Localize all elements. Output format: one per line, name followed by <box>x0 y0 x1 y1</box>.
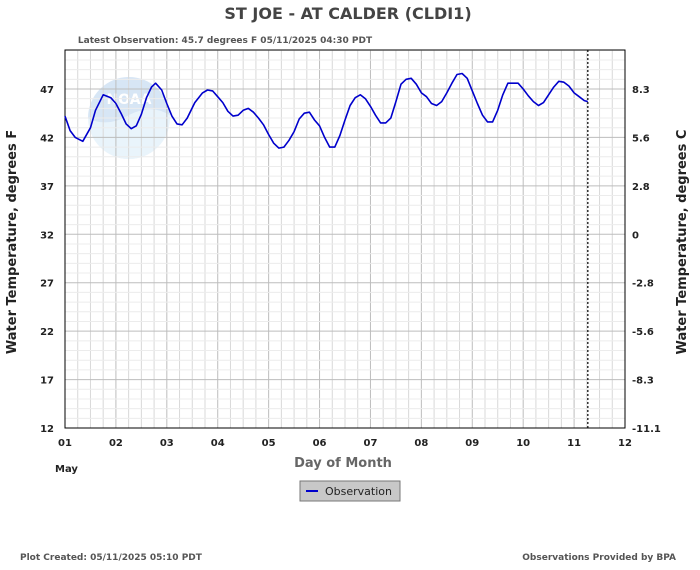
y-tick-label-right: -11.1 <box>632 424 661 435</box>
y-axis-label-left: Water Temperature, degrees F <box>5 130 20 354</box>
y-tick-label-left: 32 <box>40 230 54 241</box>
y-tick-label-right: 5.6 <box>632 133 650 144</box>
y-tick-label-left: 27 <box>40 279 54 290</box>
legend-label-observation: Observation <box>325 485 392 498</box>
y-tick-label-right: 2.8 <box>632 182 650 193</box>
x-tick-label: 09 <box>465 438 479 449</box>
x-month-label: May <box>55 464 78 475</box>
legend: Observation <box>299 480 401 502</box>
x-tick-label: 02 <box>109 438 123 449</box>
chart-title: ST JOE - AT CALDER (CLDI1) <box>224 4 471 23</box>
y-tick-label-left: 37 <box>40 182 54 193</box>
y-tick-label-right: -5.6 <box>632 327 654 338</box>
latest-observation: Latest Observation: 45.7 degrees F 05/11… <box>78 36 373 46</box>
y-tick-label-right: -8.3 <box>632 376 654 387</box>
y-tick-label-left: 22 <box>40 327 54 338</box>
y-tick-label-left: 47 <box>40 85 54 96</box>
x-tick-labels: 01 02 03 04 05 06 07 08 09 10 11 12 <box>58 438 632 449</box>
y-tick-label-left: 17 <box>40 376 54 387</box>
x-tick-label: 11 <box>567 438 581 449</box>
x-tick-label: 01 <box>58 438 72 449</box>
x-tick-label: 04 <box>211 438 225 449</box>
x-tick-label: 12 <box>618 438 632 449</box>
x-tick-label: 10 <box>516 438 530 449</box>
series-line-observation <box>64 72 589 149</box>
x-tick-label: 08 <box>414 438 428 449</box>
x-axis-label: Day of Month <box>294 456 392 471</box>
plot-created: Plot Created: 05/11/2025 05:10 PDT <box>20 553 203 563</box>
y-tick-labels-right: -11.1 -8.3 -5.6 -2.8 0 2.8 5.6 8.3 <box>632 85 661 435</box>
x-tick-label: 03 <box>160 438 174 449</box>
x-tick-label: 07 <box>363 438 377 449</box>
data-provider: Observations Provided by BPA <box>522 553 676 563</box>
y-tick-label-right: -2.8 <box>632 279 654 290</box>
y-tick-label-left: 42 <box>40 133 54 144</box>
y-tick-labels-left: 12 17 22 27 32 37 42 47 <box>40 85 54 435</box>
y-axis-label-right: Water Temperature, degrees C <box>675 130 690 355</box>
y-tick-label-left: 12 <box>40 424 54 435</box>
y-tick-label-right: 8.3 <box>632 85 650 96</box>
legend-box <box>299 480 401 502</box>
x-tick-label: 06 <box>313 438 327 449</box>
y-tick-label-right: 0 <box>632 230 639 241</box>
x-tick-label: 05 <box>262 438 276 449</box>
plot-frame <box>64 49 626 429</box>
